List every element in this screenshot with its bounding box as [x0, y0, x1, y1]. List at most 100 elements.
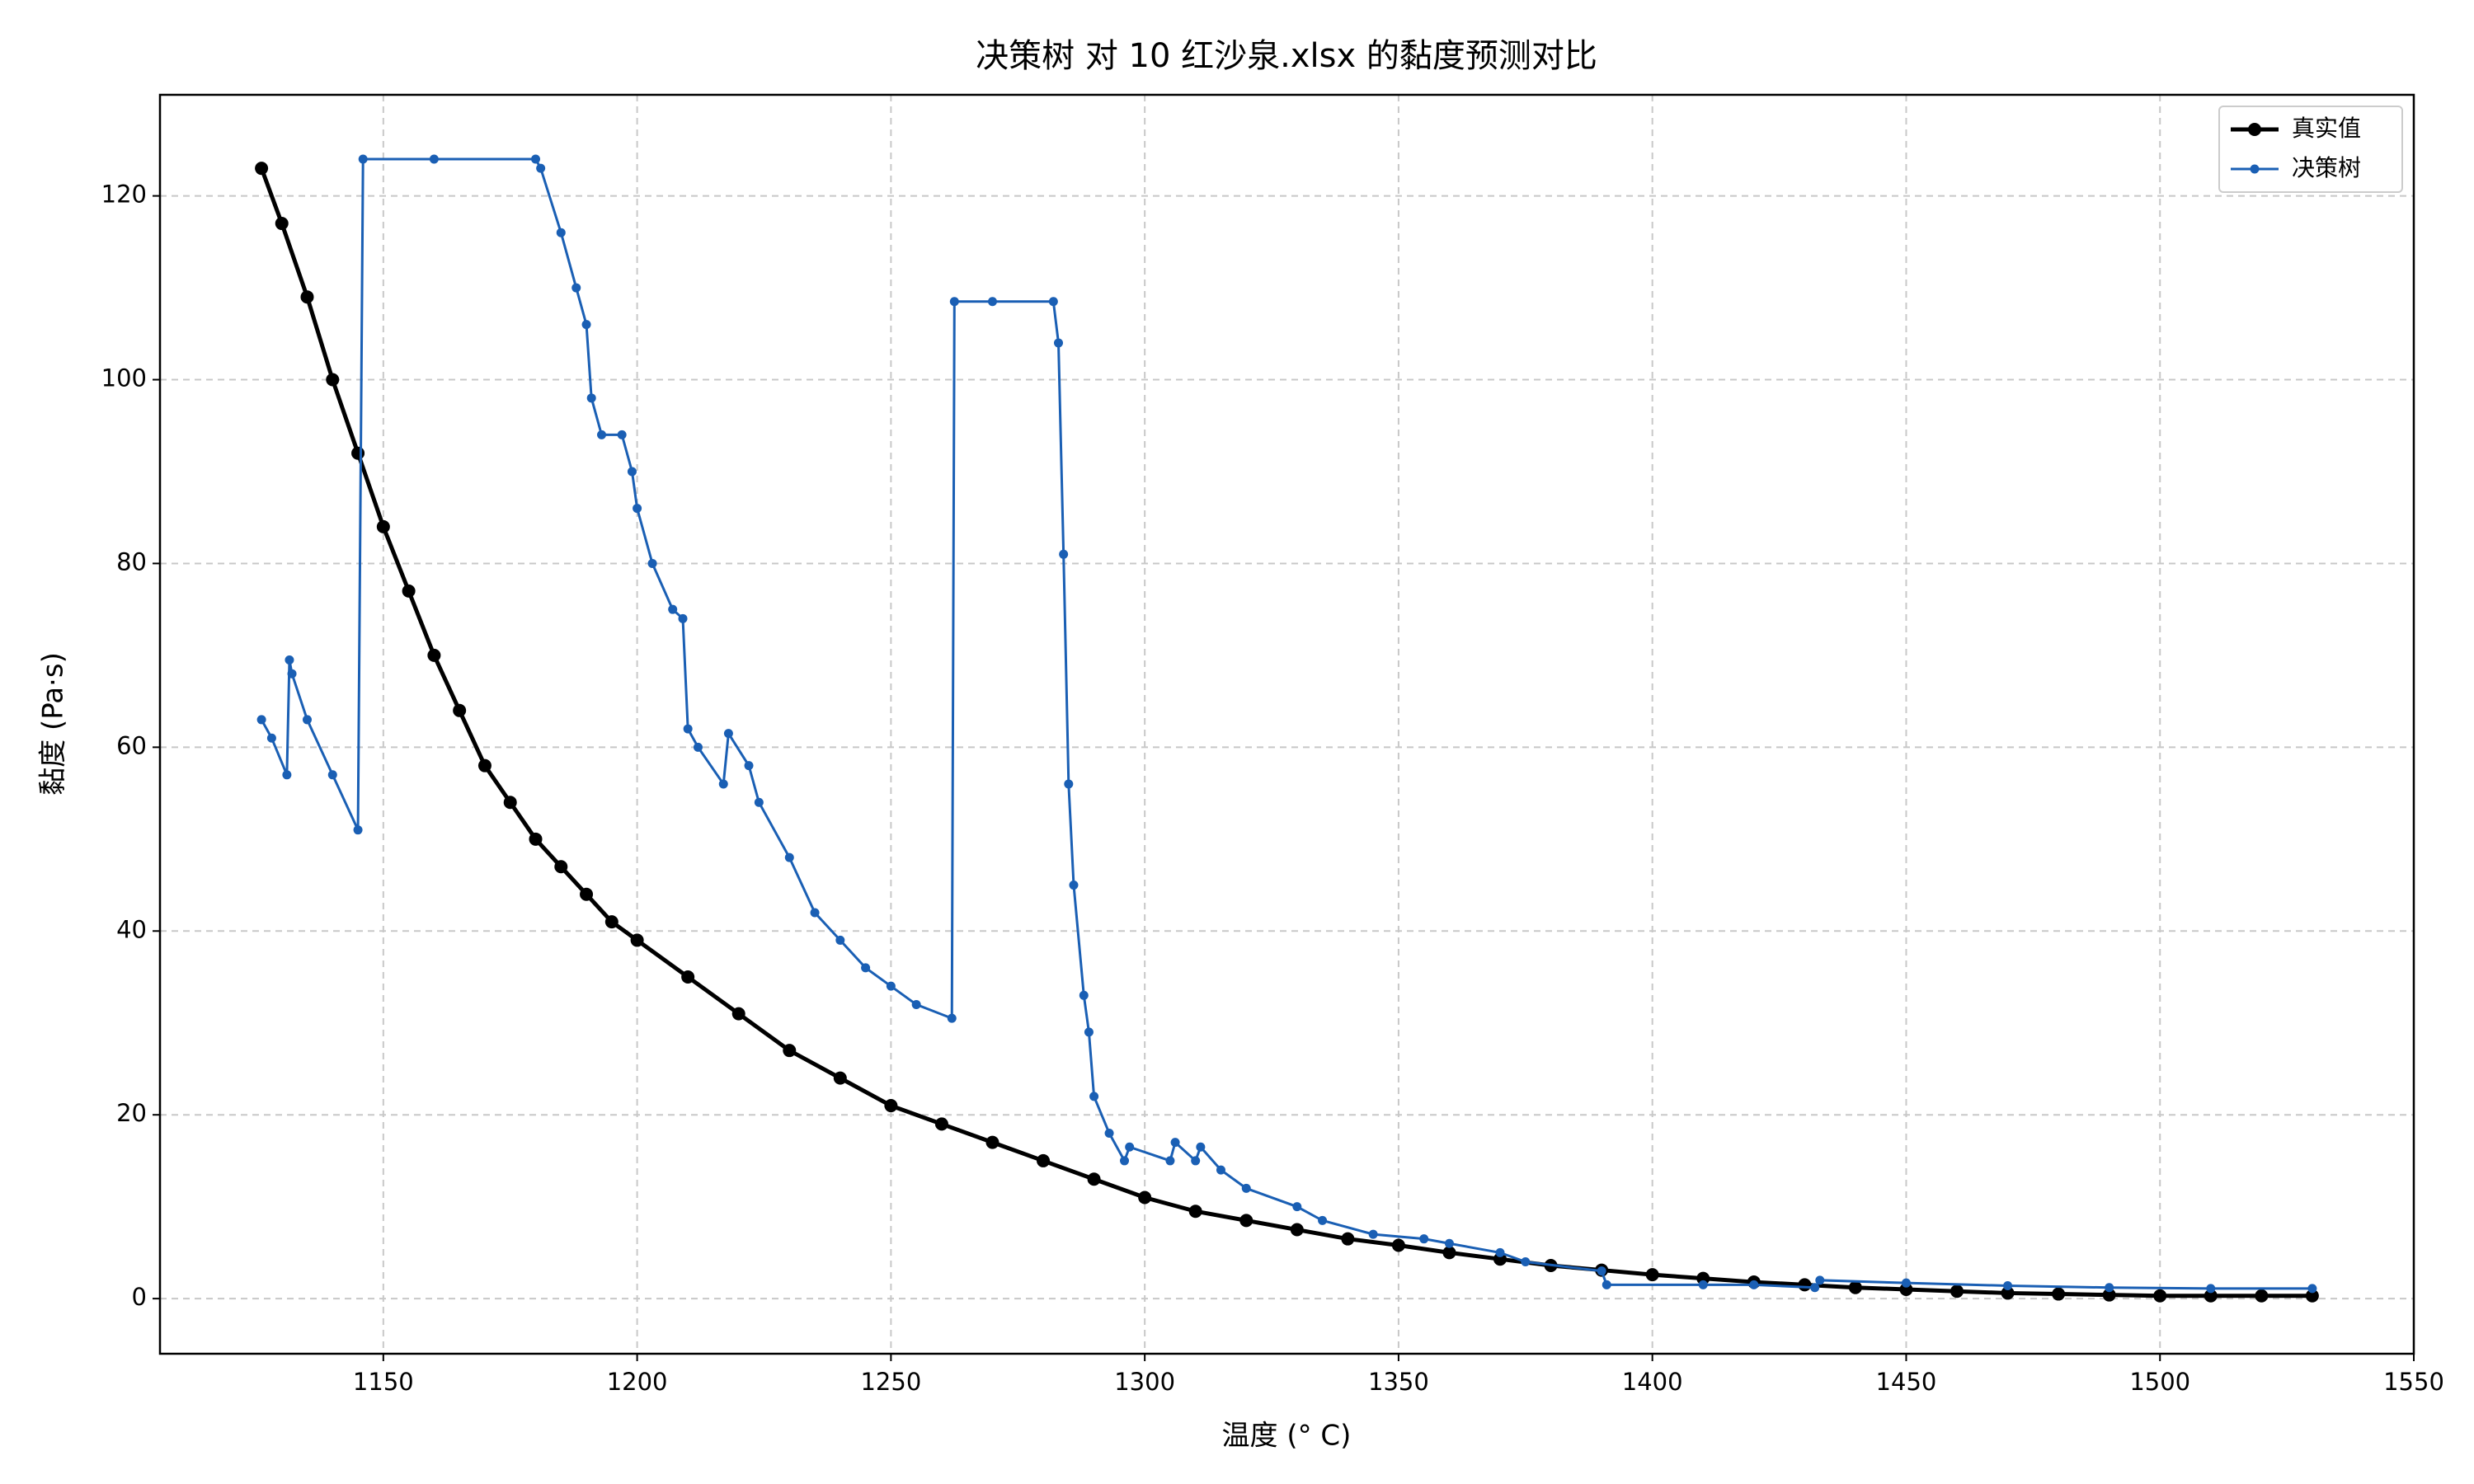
data-point — [554, 860, 568, 874]
data-point — [833, 1071, 847, 1085]
data-point — [1442, 1246, 1456, 1260]
data-point — [731, 1007, 745, 1021]
data-point — [1602, 1280, 1611, 1289]
data-point — [503, 796, 517, 810]
data-point — [453, 703, 467, 717]
data-point — [1950, 1284, 1964, 1298]
data-point — [1239, 1214, 1253, 1228]
data-point — [1368, 1229, 1378, 1239]
plot-frame — [158, 93, 2415, 1355]
x-tick-label: 1550 — [2383, 1368, 2444, 1396]
data-point — [754, 797, 764, 807]
data-point — [1696, 1271, 1710, 1285]
x-axis-label: 温度 (° C) — [1222, 1420, 1352, 1453]
data-point — [256, 715, 266, 725]
data-point — [1125, 1142, 1135, 1152]
data-point — [949, 297, 959, 307]
data-point — [627, 467, 637, 477]
y-tick-label: 40 — [116, 915, 147, 943]
x-tick-label: 1150 — [353, 1368, 414, 1396]
legend-label: 真实值 — [2292, 115, 2361, 142]
data-point — [1899, 1282, 1913, 1296]
data-point — [529, 832, 543, 846]
data-point — [2204, 1289, 2218, 1303]
data-point — [1120, 1156, 1130, 1166]
data-point — [1170, 1138, 1180, 1148]
data-point — [987, 297, 997, 307]
data-point — [429, 154, 439, 164]
data-point — [744, 761, 754, 771]
data-point — [285, 655, 294, 665]
data-point — [1188, 1205, 1202, 1219]
data-point — [1059, 549, 1069, 559]
data-point — [2052, 1287, 2066, 1301]
data-point — [358, 154, 368, 164]
y-tick-label: 60 — [116, 731, 147, 759]
data-point — [1495, 1247, 1505, 1257]
data-point — [668, 604, 678, 614]
data-point — [2206, 1284, 2216, 1294]
y-tick-label: 120 — [101, 181, 147, 209]
data-point — [353, 825, 363, 835]
data-point — [681, 970, 695, 984]
x-tick-label: 1250 — [860, 1368, 921, 1396]
data-point — [1138, 1190, 1152, 1205]
data-point — [1419, 1234, 1429, 1244]
x-tick-label: 1450 — [1876, 1368, 1937, 1396]
x-tick-label: 1300 — [1114, 1368, 1175, 1396]
data-point — [531, 154, 540, 164]
data-point — [718, 779, 728, 789]
data-point — [571, 283, 581, 293]
data-point — [693, 742, 703, 752]
data-point — [1391, 1238, 1405, 1252]
data-point — [810, 908, 820, 918]
data-point — [1087, 1172, 1101, 1186]
data-point — [2102, 1288, 2116, 1302]
data-point — [376, 519, 390, 533]
data-point — [1318, 1215, 1328, 1225]
y-axis-label: 黏度 (Pa·s) — [37, 652, 70, 796]
data-point — [1165, 1156, 1175, 1166]
data-point — [2307, 1284, 2317, 1294]
y-tick-label: 100 — [101, 364, 147, 392]
data-point — [327, 770, 337, 780]
data-point — [1597, 1266, 1606, 1276]
data-point — [934, 1117, 948, 1131]
data-point — [1815, 1275, 1825, 1285]
data-point — [2255, 1289, 2269, 1303]
data-point — [1848, 1280, 1862, 1294]
data-point — [647, 558, 657, 568]
x-tick-label: 1350 — [1368, 1368, 1429, 1396]
data-point — [911, 999, 921, 1009]
data-point — [1521, 1257, 1531, 1267]
data-point — [1084, 1027, 1094, 1037]
data-point — [2105, 1283, 2114, 1293]
data-point — [1810, 1283, 1820, 1293]
data-point — [884, 1099, 898, 1113]
x-tick-label: 1200 — [607, 1368, 668, 1396]
legend-marker — [2248, 123, 2261, 136]
data-point — [536, 163, 546, 173]
data-point — [861, 963, 871, 973]
data-point — [1196, 1142, 1206, 1152]
data-point — [683, 724, 693, 734]
data-point — [1698, 1280, 1708, 1289]
data-point — [275, 217, 289, 231]
data-point — [1216, 1165, 1225, 1175]
data-point — [1901, 1278, 1911, 1288]
data-point — [287, 669, 297, 679]
data-point — [255, 162, 269, 176]
y-tick-label: 20 — [116, 1099, 147, 1127]
data-point — [300, 290, 314, 304]
data-point — [783, 1044, 797, 1058]
data-point — [1645, 1268, 1659, 1282]
data-point — [1191, 1156, 1201, 1166]
data-point — [1089, 1092, 1099, 1101]
data-point — [326, 373, 340, 387]
data-point — [266, 733, 276, 743]
chart-title: 决策树 对 10 红沙泉.xlsx 的黏度预测对比 — [976, 37, 1597, 75]
data-point — [1292, 1202, 1302, 1212]
